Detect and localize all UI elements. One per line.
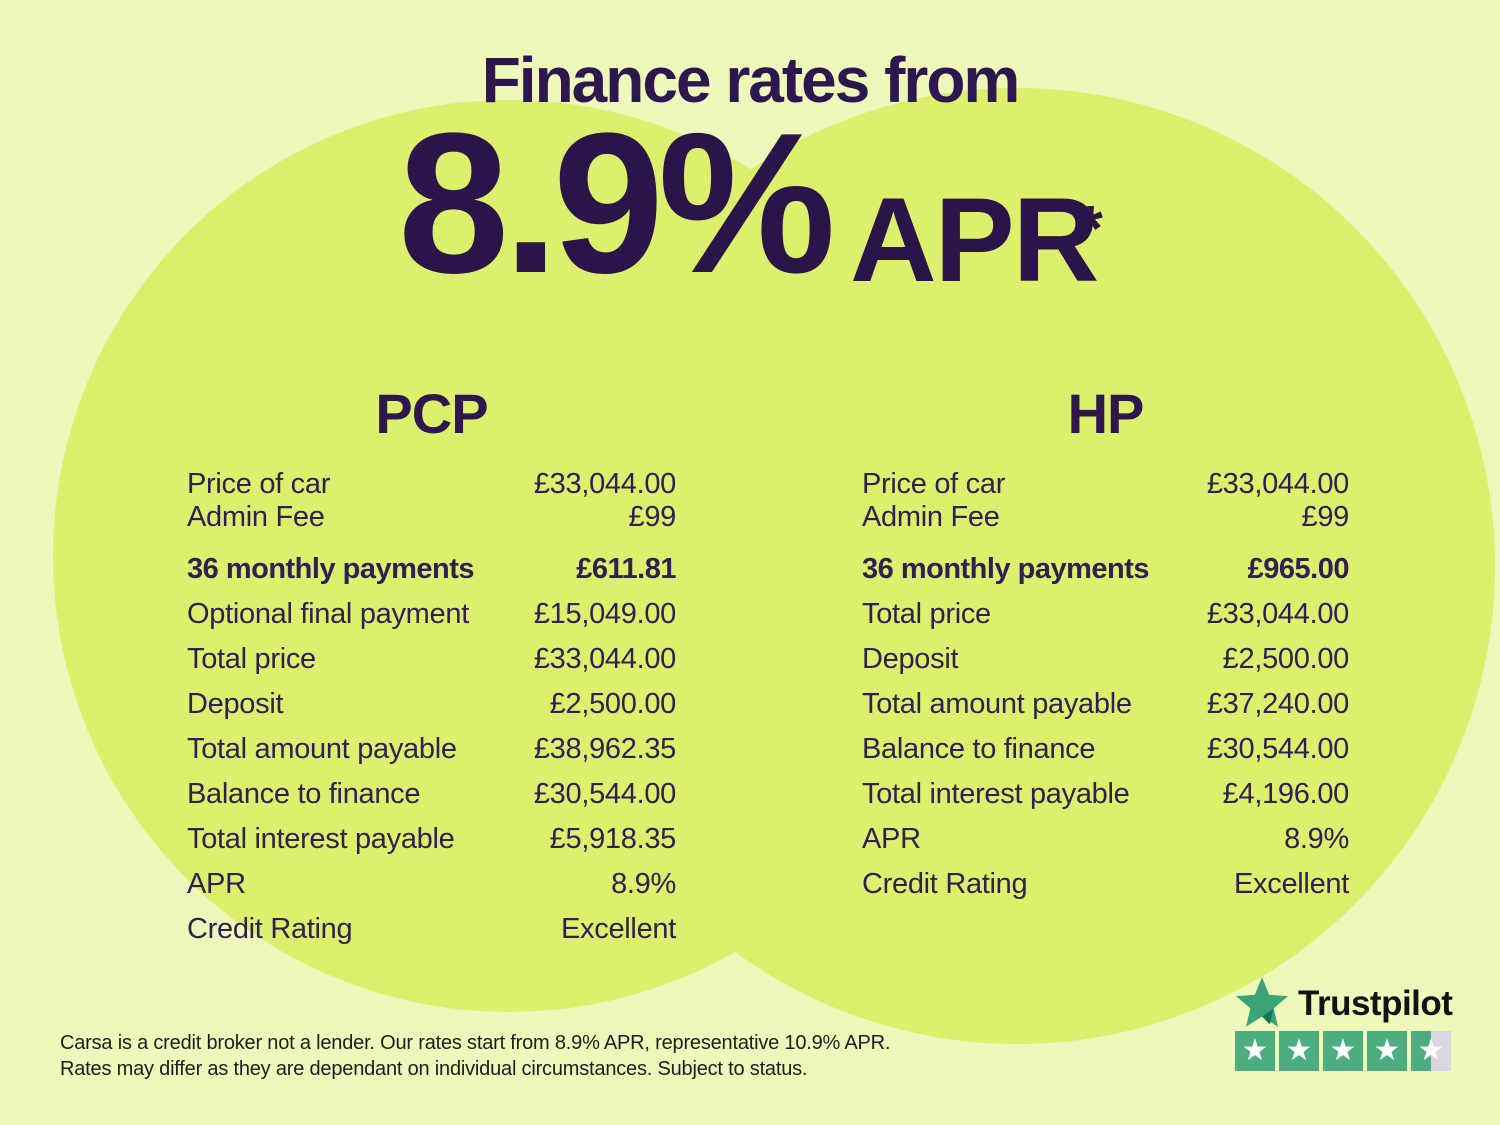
row-label: Optional final payment [187, 598, 469, 630]
row-value: £99 [628, 501, 677, 533]
table-row: Balance to finance £30,544.00 [187, 772, 676, 817]
row-label: Total amount payable [862, 688, 1132, 720]
star-box-2-icon: ★ [1279, 1031, 1319, 1071]
row-label: Deposit [862, 643, 959, 675]
row-label: Total interest payable [187, 823, 455, 855]
table-row: APR 8.9% [187, 862, 676, 907]
row-value: 8.9% [611, 868, 676, 900]
star-icon: ★ [1241, 1034, 1269, 1067]
table-row: APR 8.9% [862, 817, 1349, 862]
row-label: APR [862, 823, 921, 855]
row-value: £33,044.00 [533, 643, 676, 675]
row-value: £611.81 [576, 553, 676, 585]
table-row: Optional final payment £15,049.00 [187, 592, 676, 637]
row-label: Total price [187, 643, 316, 675]
row-label: Credit Rating [862, 868, 1028, 900]
row-label: Total interest payable [862, 778, 1130, 810]
pcp-heading: PCP [375, 382, 488, 445]
row-label: 36 monthly payments [187, 553, 475, 585]
table-row: Price of car £33,044.00 [862, 468, 1349, 501]
row-label: Total price [862, 598, 991, 630]
table-row: Total price £33,044.00 [187, 637, 676, 682]
table-row: Admin Fee £99 [187, 501, 676, 534]
table-row: Deposit £2,500.00 [187, 682, 676, 727]
star-icon: ★ [1285, 1034, 1313, 1067]
row-label: Admin Fee [862, 501, 1000, 533]
row-value: £37,240.00 [1206, 688, 1349, 720]
table-row: Total amount payable £38,962.35 [187, 727, 676, 772]
background-circle-right [539, 88, 1495, 1044]
row-value: £33,044.00 [1206, 468, 1349, 500]
star-box-5-half-icon: ★ [1411, 1031, 1451, 1071]
trustpilot-rating-stars: ★ ★ ★ ★ ★ [1235, 1031, 1451, 1071]
row-value: £30,544.00 [533, 778, 676, 810]
row-value: £2,500.00 [549, 688, 677, 720]
trustpilot-logo-star-icon [1236, 977, 1288, 1027]
banner-title: Finance rates from [481, 44, 1021, 116]
disclaimer-line-2: Rates may differ as they are dependant o… [60, 1058, 808, 1080]
row-label: APR [187, 868, 246, 900]
table-row: Price of car £33,044.00 [187, 468, 676, 501]
star-icon: ★ [1373, 1034, 1401, 1067]
row-value: Excellent [1234, 868, 1349, 900]
star-icon: ★ [1329, 1034, 1357, 1067]
table-row: Deposit £2,500.00 [862, 637, 1349, 682]
star-box-3-icon: ★ [1323, 1031, 1363, 1071]
row-label: Total amount payable [187, 733, 457, 765]
row-label: 36 monthly payments [862, 553, 1150, 585]
table-row: Total price £33,044.00 [862, 592, 1349, 637]
table-row: Total interest payable £4,196.00 [862, 772, 1349, 817]
table-row: Admin Fee £99 [862, 501, 1349, 534]
headline-apr-label: APR [850, 173, 1099, 307]
row-value: Excellent [561, 913, 676, 945]
pcp-table: Price of car £33,044.00 Admin Fee £99 36 m… [187, 468, 676, 952]
row-value: £99 [1301, 501, 1350, 533]
headline-asterisk: * [1078, 192, 1103, 264]
row-value: £5,918.35 [549, 823, 677, 855]
row-label: Admin Fee [187, 501, 325, 533]
row-value: £33,044.00 [1206, 598, 1349, 630]
row-value: £30,544.00 [1206, 733, 1349, 765]
table-row: Balance to finance £30,544.00 [862, 727, 1349, 772]
row-value: £2,500.00 [1222, 643, 1350, 675]
table-row: Total interest payable £5,918.35 [187, 817, 676, 862]
table-row: 36 monthly payments £965.00 [862, 547, 1350, 592]
row-label: Price of car [187, 468, 331, 500]
trustpilot-wordmark: Trustpilot [1298, 984, 1453, 1023]
hp-table: Price of car £33,044.00 Admin Fee £99 36 m… [862, 468, 1350, 907]
row-label: Balance to finance [862, 733, 1096, 765]
table-row: Credit Rating Excellent [187, 907, 676, 952]
headline-rate: 8.9% [398, 92, 836, 315]
disclaimer-line-1: Carsa is a credit broker not a lender. O… [60, 1032, 891, 1054]
row-value: 8.9% [1284, 823, 1349, 855]
table-row: Credit Rating Excellent [862, 862, 1349, 907]
row-label: Credit Rating [187, 913, 353, 945]
legal-disclaimer: Carsa is a credit broker not a lender. O… [60, 1030, 890, 1082]
star-box-1-icon: ★ [1235, 1031, 1275, 1071]
star-box-4-icon: ★ [1367, 1031, 1407, 1071]
table-row: 36 monthly payments £611.81 [187, 547, 676, 592]
row-label: Price of car [862, 468, 1006, 500]
row-value: £33,044.00 [533, 468, 676, 500]
row-value: £965.00 [1247, 553, 1350, 585]
row-value: £4,196.00 [1222, 778, 1350, 810]
star-icon: ★ [1417, 1034, 1445, 1067]
hp-heading: HP [1067, 382, 1145, 445]
table-row: Total amount payable £37,240.00 [862, 682, 1349, 727]
row-label: Balance to finance [187, 778, 421, 810]
row-value: £15,049.00 [533, 598, 676, 630]
row-label: Deposit [187, 688, 284, 720]
row-value: £38,962.35 [533, 733, 676, 765]
